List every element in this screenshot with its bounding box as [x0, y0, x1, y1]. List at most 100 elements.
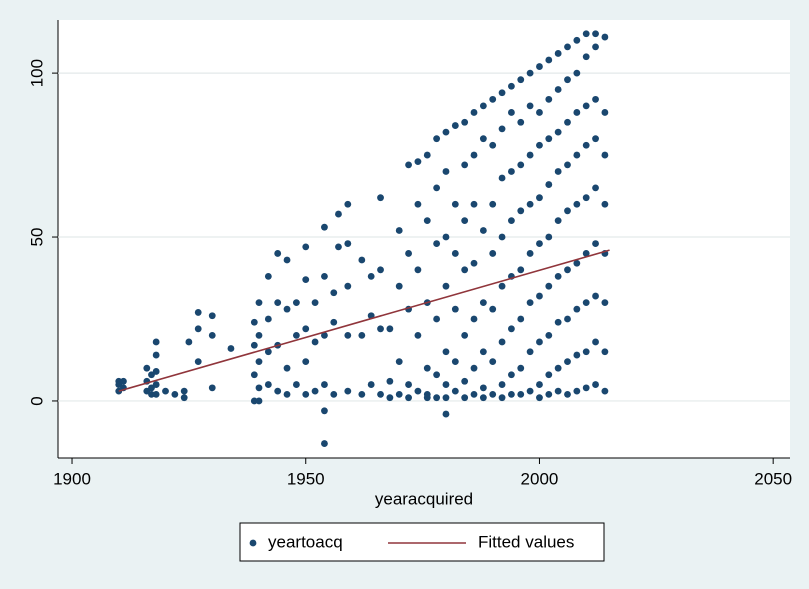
point	[442, 128, 450, 136]
x-tick-label: 2000	[521, 469, 559, 488]
point	[479, 227, 487, 234]
point	[302, 325, 310, 333]
point	[498, 338, 506, 346]
point	[517, 315, 525, 323]
point	[152, 351, 160, 359]
point	[321, 272, 328, 280]
point	[395, 282, 403, 290]
point	[461, 331, 469, 339]
point	[344, 331, 352, 339]
point	[554, 50, 562, 57]
point	[536, 240, 543, 247]
point	[470, 151, 478, 159]
point	[573, 387, 581, 395]
point	[395, 390, 403, 398]
point	[442, 282, 450, 290]
point	[358, 331, 366, 339]
legend	[239, 522, 605, 562]
point	[508, 390, 515, 398]
point	[208, 331, 216, 339]
point	[508, 371, 515, 379]
point	[601, 109, 609, 116]
point	[461, 377, 469, 385]
point	[442, 381, 450, 388]
point	[545, 331, 553, 339]
point	[330, 289, 338, 297]
point	[461, 394, 469, 402]
point	[582, 141, 590, 149]
point	[573, 259, 581, 267]
point	[489, 250, 497, 257]
point	[180, 387, 188, 395]
point	[526, 69, 534, 77]
point	[564, 76, 571, 84]
point	[194, 309, 202, 316]
point	[433, 315, 441, 323]
point	[592, 184, 599, 192]
point	[554, 318, 562, 326]
point	[292, 299, 300, 307]
point	[592, 95, 599, 103]
fit-line	[118, 249, 610, 392]
point	[344, 387, 352, 395]
point	[321, 331, 328, 339]
point	[302, 243, 310, 251]
point	[573, 109, 581, 116]
point	[554, 217, 562, 225]
point	[470, 200, 478, 208]
point	[564, 118, 571, 126]
point	[377, 390, 384, 398]
point	[451, 200, 459, 208]
point	[489, 95, 497, 103]
point	[255, 384, 263, 392]
y-tick-label: 0	[27, 396, 46, 405]
point	[573, 200, 581, 208]
point	[423, 394, 431, 402]
point	[433, 184, 441, 192]
point	[405, 250, 412, 257]
point	[526, 200, 534, 208]
point	[489, 200, 497, 208]
point	[545, 135, 553, 143]
point	[274, 299, 282, 307]
point	[536, 109, 543, 116]
point	[479, 384, 487, 392]
point	[573, 351, 581, 359]
point	[442, 348, 450, 356]
point	[386, 394, 394, 402]
point	[536, 141, 543, 149]
point	[498, 89, 506, 97]
point	[592, 240, 599, 247]
point	[208, 384, 216, 392]
point	[321, 223, 328, 231]
point	[489, 305, 497, 313]
point	[536, 63, 543, 70]
point	[564, 161, 571, 169]
point	[545, 233, 553, 241]
point	[367, 272, 375, 280]
point	[601, 33, 609, 41]
point	[451, 122, 459, 129]
point	[508, 217, 515, 225]
point	[479, 135, 487, 143]
point	[344, 282, 352, 290]
point	[264, 315, 272, 323]
point	[470, 315, 478, 323]
point	[292, 381, 300, 388]
point	[498, 282, 506, 290]
point	[536, 194, 543, 202]
point	[255, 331, 263, 339]
point	[461, 217, 469, 225]
x-tick-label: 1950	[287, 469, 325, 488]
point	[433, 135, 441, 143]
point	[508, 82, 515, 90]
point	[302, 358, 310, 366]
point	[120, 377, 127, 385]
point	[335, 210, 342, 218]
point	[479, 102, 487, 110]
point	[526, 151, 534, 159]
point	[498, 233, 506, 241]
point	[517, 76, 525, 84]
point	[442, 168, 450, 175]
